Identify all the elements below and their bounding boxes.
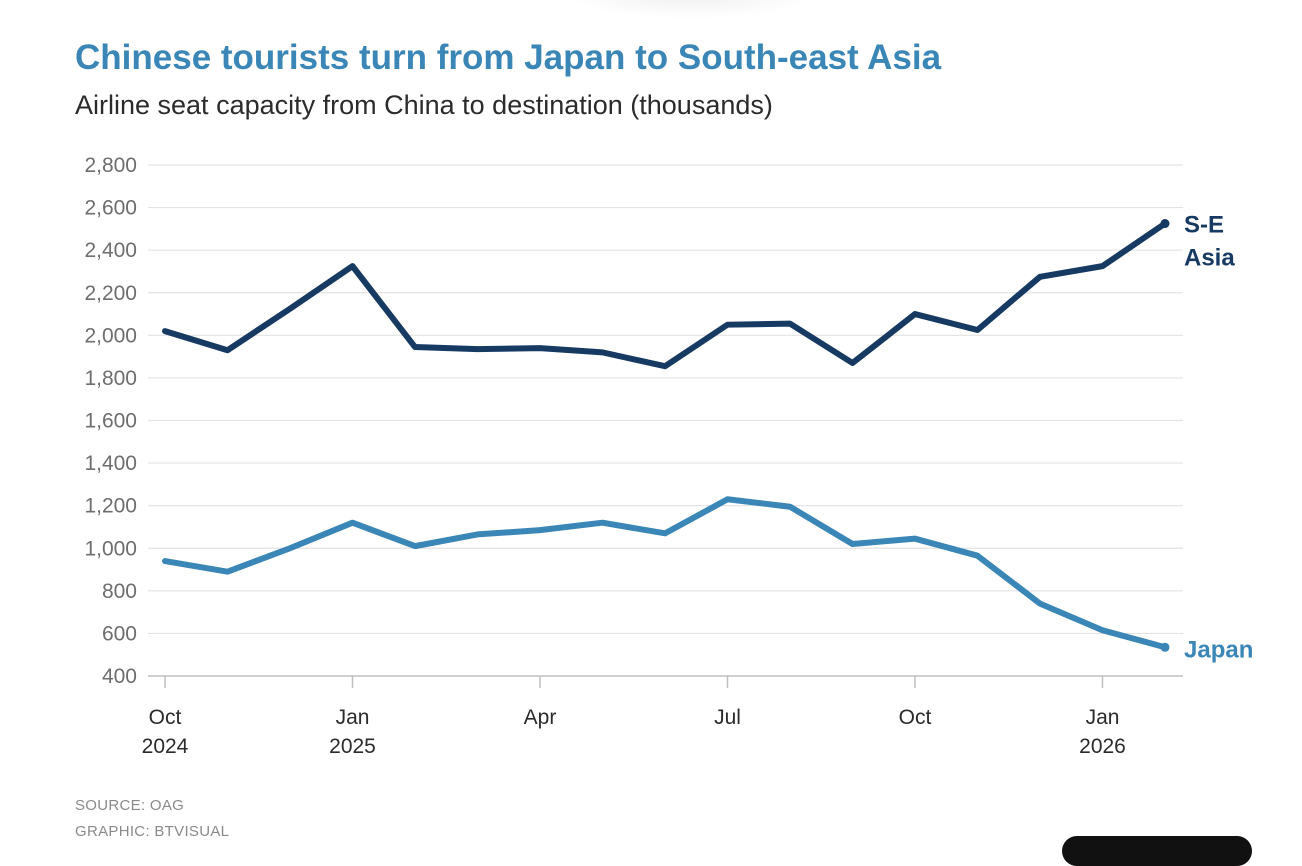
top-shadow xyxy=(560,0,820,20)
x-tick-label-month: Apr xyxy=(524,706,557,729)
series-end-dot-japan xyxy=(1160,642,1170,652)
series-label-se-asia: Asia xyxy=(1184,245,1235,272)
series-labels: S-E Asia Japan xyxy=(1184,212,1253,664)
chart-title: Chinese tourists turn from Japan to Sout… xyxy=(75,38,942,77)
series-end-dot-se-asia xyxy=(1160,219,1170,229)
series-lines xyxy=(162,219,1170,652)
x-tick-label-month: Jan xyxy=(336,706,370,729)
y-tick-label: 400 xyxy=(102,665,137,688)
x-axis: Oct 2024 Jan 2025 Apr Jul Oct Jan 2026 xyxy=(142,676,1126,758)
x-tick-label-month: Jul xyxy=(714,706,741,729)
y-tick-label: 2,000 xyxy=(84,324,137,347)
line-chart: 400 600 800 1,000 1,200 1,400 1,600 1,800 2,000 2… xyxy=(84,154,1253,758)
y-tick-label: 1,400 xyxy=(84,452,137,475)
y-tick-label: 1,000 xyxy=(84,537,137,560)
graphic-credit: GRAPHIC: BTVISUAL xyxy=(75,823,230,840)
x-tick-label-year: 2025 xyxy=(329,735,376,758)
y-tick-label: 1,200 xyxy=(84,495,137,518)
y-tick-label: 2,800 xyxy=(84,154,137,177)
series-label-se-asia: S-E xyxy=(1184,212,1224,239)
gridlines xyxy=(148,164,1183,677)
y-tick-label: 1,600 xyxy=(84,410,137,433)
y-tick-label: 800 xyxy=(102,580,137,603)
x-tick-label-month: Oct xyxy=(899,706,932,729)
x-tick-label-month: Jan xyxy=(1086,706,1120,729)
y-axis: 400 600 800 1,000 1,200 1,400 1,600 1,800 2,000 2… xyxy=(84,154,137,688)
x-tick-label-year: 2026 xyxy=(1079,735,1126,758)
y-tick-label: 2,200 xyxy=(84,282,137,305)
y-tick-label: 2,600 xyxy=(84,197,137,220)
y-tick-label: 1,800 xyxy=(84,367,137,390)
x-tick-label-month: Oct xyxy=(149,706,182,729)
x-tick-label-year: 2024 xyxy=(142,735,189,758)
series-line-japan xyxy=(162,496,1168,651)
y-tick-label: 2,400 xyxy=(84,239,137,262)
series-label-japan: Japan xyxy=(1184,636,1253,663)
series-line-se-asia xyxy=(162,220,1168,370)
chart-subtitle: Airline seat capacity from China to dest… xyxy=(75,90,773,120)
y-tick-label: 600 xyxy=(102,622,137,645)
source-note: SOURCE: OAG xyxy=(75,797,185,814)
bottom-overlay xyxy=(1062,836,1252,866)
